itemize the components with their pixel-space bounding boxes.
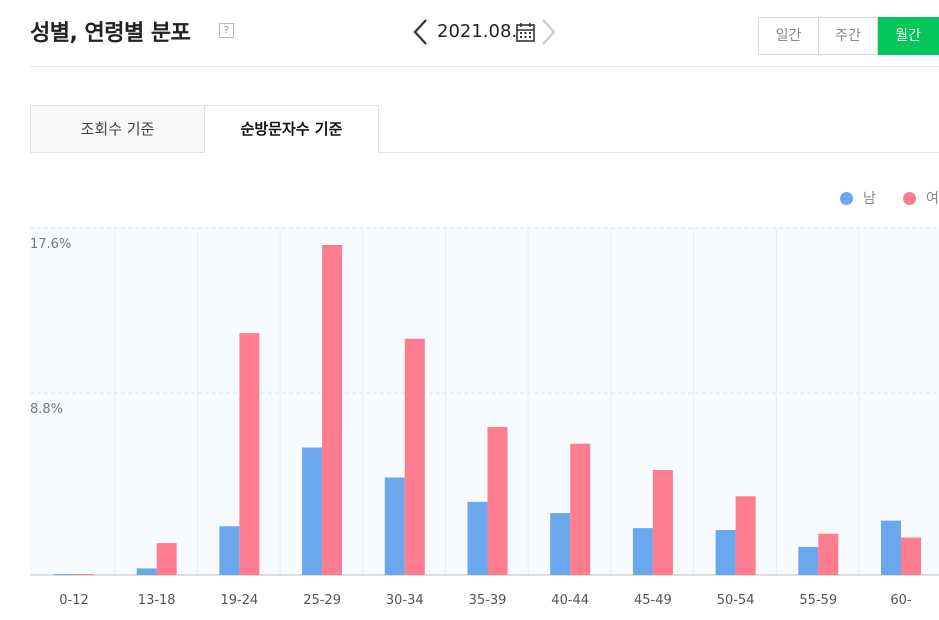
x-tick-label: 60- xyxy=(890,593,912,608)
calendar-icon[interactable] xyxy=(516,22,535,42)
bar-female-45-49 xyxy=(652,470,673,575)
bar-male-30-34 xyxy=(384,477,405,575)
bar-male-13-18 xyxy=(136,568,157,575)
x-tick-label: 19-24 xyxy=(221,593,259,608)
legend-female-dot xyxy=(903,191,916,205)
x-tick-label: 30-34 xyxy=(386,593,424,608)
legend-female-label: 여 xyxy=(926,191,939,207)
y-tick-label: 17.6% xyxy=(30,237,71,252)
x-tick-label: 25-29 xyxy=(303,593,341,608)
bar-male-35-39 xyxy=(467,501,488,575)
x-tick-label: 50-54 xyxy=(717,593,755,608)
bar-male-25-29 xyxy=(302,447,323,575)
bar-male-50-54 xyxy=(715,530,736,575)
bar-female-25-29 xyxy=(322,245,343,575)
legend-male-dot xyxy=(840,191,853,205)
bar-male-60- xyxy=(881,520,901,575)
bar-female-0-12 xyxy=(74,574,94,575)
chevron-right-icon[interactable] xyxy=(537,17,559,47)
bar-female-19-24 xyxy=(239,333,260,575)
x-tick-label: 0-12 xyxy=(59,593,89,608)
bar-female-35-39 xyxy=(487,426,508,575)
x-tick-label: 40-44 xyxy=(551,593,589,608)
legend-female[interactable]: 여 xyxy=(903,188,939,208)
bar-female-13-18 xyxy=(156,543,177,575)
weekly-button[interactable]: 주간 xyxy=(819,17,878,55)
bar-male-0-12 xyxy=(54,574,74,575)
x-tick-label: 45-49 xyxy=(634,593,672,608)
bar-male-19-24 xyxy=(219,526,240,575)
monthly-button[interactable]: 월간 xyxy=(878,17,939,55)
tab-visitors[interactable]: 순방문자수 기준 xyxy=(204,105,379,153)
help-icon[interactable]: ? xyxy=(219,23,234,38)
tab-divider xyxy=(379,152,939,153)
period-toggle: 일간 주간 월간 xyxy=(758,17,939,55)
x-tick-label: 13-18 xyxy=(138,593,176,608)
bar-male-45-49 xyxy=(632,528,653,575)
bar-female-50-54 xyxy=(735,496,756,575)
bar-female-55-59 xyxy=(818,533,839,575)
y-tick-label: 8.8% xyxy=(30,402,63,417)
x-tick-label: 55-59 xyxy=(799,593,837,608)
bar-male-40-44 xyxy=(550,513,571,575)
date-label: 2021.08. xyxy=(437,21,518,42)
x-tick-label: 35-39 xyxy=(469,593,507,608)
bar-female-60- xyxy=(901,537,921,575)
legend-male[interactable]: 남 xyxy=(840,188,876,208)
daily-button[interactable]: 일간 xyxy=(758,17,819,55)
header-divider xyxy=(30,66,939,67)
bar-female-30-34 xyxy=(404,338,425,575)
legend-male-label: 남 xyxy=(863,191,876,207)
page-title: 성별, 연령별 분포 xyxy=(30,21,191,46)
bar-female-40-44 xyxy=(570,443,591,575)
tab-views[interactable]: 조회수 기준 xyxy=(30,105,205,153)
chevron-left-icon[interactable] xyxy=(410,17,432,47)
bar-male-55-59 xyxy=(798,546,819,575)
